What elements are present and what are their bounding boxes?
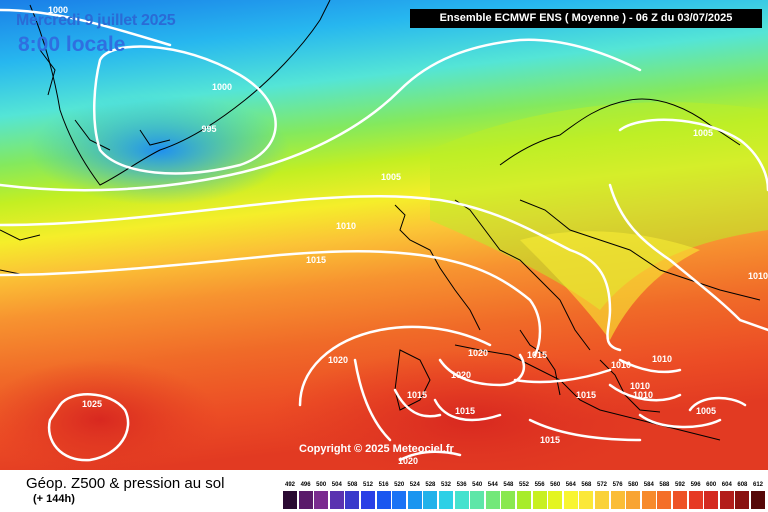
legend-level-label: 604 — [721, 482, 732, 488]
legend-level-label: 512 — [362, 482, 373, 488]
isobar-label: 1010 — [633, 390, 653, 400]
isobar-label: 1010 — [630, 381, 650, 391]
legend-swatch — [688, 491, 703, 509]
legend-swatch — [283, 491, 297, 509]
isobar-label: 1020 — [398, 456, 418, 466]
legend-level-label: 576 — [612, 482, 623, 488]
legend-level-label: 588 — [659, 482, 670, 488]
legend-swatch — [517, 491, 531, 509]
legend-level-label: 536 — [456, 482, 467, 488]
isobar-label: 1015 — [527, 350, 547, 360]
isobar-label: 1015 — [540, 435, 560, 445]
isobar-label: 1005 — [696, 406, 716, 416]
legend-swatch — [610, 491, 625, 509]
legend-swatch — [314, 491, 329, 509]
legend-level-label: 552 — [518, 482, 529, 488]
legend-swatch — [392, 491, 407, 509]
legend-level-label: 600 — [706, 482, 717, 488]
legend-swatch — [641, 491, 656, 509]
isobar-label: 1015 — [306, 255, 326, 265]
legend-level-label: 556 — [534, 482, 545, 488]
legend-level-label: 504 — [331, 482, 342, 488]
legend-level-label: 572 — [596, 482, 607, 488]
legend-swatch — [485, 491, 500, 509]
legend-level-label: 596 — [690, 482, 701, 488]
legend-level-label: 492 — [284, 482, 295, 488]
weather-map: 1000 1000 995 1005 1010 1015 1005 1020 1… — [0, 0, 768, 470]
legend-level-label: 568 — [581, 482, 592, 488]
legend-swatch — [298, 491, 313, 509]
isobar-labels: 1000 1000 995 1005 1010 1015 1005 1020 1… — [48, 5, 768, 466]
isobar-label: 995 — [201, 124, 216, 134]
legend-swatch — [532, 491, 547, 509]
legend-swatch — [501, 491, 516, 509]
legend-level-label: 592 — [674, 482, 685, 488]
isobar-label: 1020 — [451, 370, 471, 380]
legend-swatch — [579, 491, 594, 509]
legend-swatch — [361, 491, 375, 509]
legend-level-label: 528 — [425, 482, 436, 488]
legend-swatch — [673, 491, 687, 509]
map-caption: Géop. Z500 & pression au sol — [26, 475, 225, 492]
legend-level-label: 540 — [472, 482, 483, 488]
legend-swatch — [423, 491, 438, 509]
legend-swatch — [563, 491, 578, 509]
isobar-label: 1000 — [212, 82, 232, 92]
legend-level-label: 560 — [550, 482, 561, 488]
legend-level-label: 508 — [347, 482, 358, 488]
map-footer: Géop. Z500 & pression au sol (+ 144h) 49… — [0, 470, 768, 512]
legend-swatch — [626, 491, 641, 509]
isobar-label: 1020 — [468, 348, 488, 358]
legend-level-label: 532 — [440, 482, 451, 488]
map-date-title: Mercredi 9 juillet 2025 — [16, 12, 176, 29]
forecast-lead-time: (+ 144h) — [33, 493, 75, 505]
isobar-label: 1010 — [611, 360, 631, 370]
isobar-label: 1005 — [381, 172, 401, 182]
isobar-label: 1015 — [407, 390, 427, 400]
isobar-label: 1025 — [82, 399, 102, 409]
legend-level-label: 520 — [394, 482, 405, 488]
legend-level-label: 516 — [378, 482, 389, 488]
legend-level-label: 612 — [752, 482, 763, 488]
legend-swatch — [704, 491, 719, 509]
isobar-lines — [0, 8, 768, 462]
legend-swatch — [470, 491, 485, 509]
legend-swatch — [657, 491, 672, 509]
map-time-title: 8:00 locale — [18, 33, 126, 56]
legend-level-label: 524 — [409, 482, 420, 488]
copyright-notice: Copyright © 2025 Meteociel.fr — [299, 443, 454, 455]
z500-trough-east — [520, 231, 700, 340]
legend-level-label: 580 — [628, 482, 639, 488]
legend-swatch — [719, 491, 734, 509]
isobar-label: 1015 — [576, 390, 596, 400]
legend-swatch — [439, 491, 453, 509]
legend-swatch — [329, 491, 344, 509]
isobar-label: 1000 — [48, 5, 68, 15]
high-pressure-area-west — [0, 360, 220, 470]
isobar-label: 1010 — [652, 354, 672, 364]
legend-swatch — [376, 491, 391, 509]
z500-ridge-east — [430, 102, 768, 310]
legend-swatch — [735, 491, 750, 509]
model-run-header: Ensemble ECMWF ENS ( Moyenne ) - 06 Z du… — [410, 9, 762, 28]
legend-level-label: 500 — [316, 482, 327, 488]
isobar-label: 1005 — [693, 128, 713, 138]
legend-swatch — [454, 491, 469, 509]
isobar-label: 1010 — [336, 221, 356, 231]
legend-level-label: 548 — [503, 482, 514, 488]
isobar-label: 1020 — [328, 355, 348, 365]
isobar-label: 1010 — [748, 271, 768, 281]
legend-swatch — [548, 491, 563, 509]
legend-swatch — [595, 491, 609, 509]
legend-level-label: 584 — [643, 482, 654, 488]
legend-level-label: 564 — [565, 482, 576, 488]
isobar-label: 1015 — [455, 406, 475, 416]
legend-swatch — [407, 491, 422, 509]
legend-level-label: 608 — [737, 482, 748, 488]
legend-level-label: 544 — [487, 482, 498, 488]
legend-level-label: 496 — [300, 482, 311, 488]
legend-swatch — [345, 491, 360, 509]
legend-swatch — [751, 491, 765, 509]
